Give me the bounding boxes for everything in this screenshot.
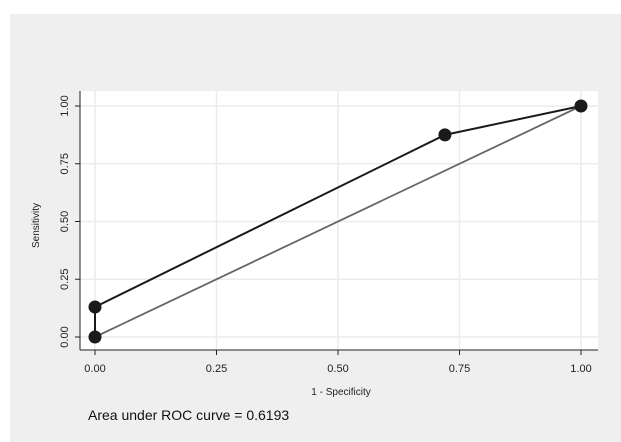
y-tick-label: 0.50 <box>59 211 71 232</box>
roc-point <box>88 300 102 314</box>
y-tick-label: 0.75 <box>59 153 71 174</box>
x-tick-label: 1.00 <box>570 363 591 375</box>
roc-curve-line <box>94 105 582 337</box>
x-tick-label: 0.00 <box>84 363 105 375</box>
y-tick-label: 1.00 <box>59 95 71 116</box>
x-tick-label: 0.25 <box>206 363 227 375</box>
x-axis-title: 1 - Specificity <box>311 387 370 398</box>
roc-point <box>574 99 588 113</box>
reference-line <box>94 105 582 338</box>
y-tick-label: 0.25 <box>59 269 71 290</box>
roc-point <box>438 128 452 142</box>
x-tick-label: 0.75 <box>449 363 470 375</box>
roc-point <box>88 330 102 344</box>
x-tick-label: 0.50 <box>327 363 348 375</box>
auc-annotation: Area under ROC curve = 0.6193 <box>88 407 289 423</box>
y-tick-label: 0.00 <box>59 326 71 347</box>
y-axis-title: Sensitivity <box>31 203 42 248</box>
